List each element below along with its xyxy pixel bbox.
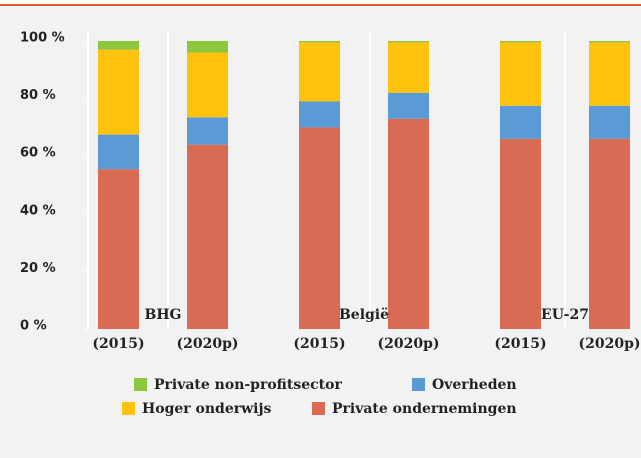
bar-segment <box>388 92 429 119</box>
bar-segment <box>500 42 541 106</box>
bar-segment <box>187 41 228 53</box>
y-tick-label: 80 % <box>20 88 56 103</box>
x-tick-label: (2020p) <box>377 336 439 352</box>
bar-segment <box>500 105 541 139</box>
legend-label: Private ondernemingen <box>332 401 517 417</box>
legend-label: Hoger onderwijs <box>142 401 272 417</box>
y-tick-label: 40 % <box>20 203 56 218</box>
x-tick-label: (2015) <box>92 336 144 352</box>
bar-segment <box>388 42 429 93</box>
bar-segment <box>299 41 340 43</box>
group-label: EU-27 <box>541 307 589 323</box>
bar-segment <box>98 41 139 50</box>
bar-segment <box>187 144 228 329</box>
group-label: België <box>339 307 389 323</box>
bar-segment <box>187 117 228 145</box>
legend-swatch <box>122 402 135 415</box>
bar-segment <box>299 42 340 102</box>
bar-segment <box>589 138 630 329</box>
bar-segment <box>98 134 139 170</box>
y-tick-label: 100 % <box>20 31 65 46</box>
x-tick-label: (2020p) <box>578 336 640 352</box>
bar-segment <box>500 138 541 329</box>
bar-segment <box>589 42 630 106</box>
y-tick-label: 20 % <box>20 261 56 276</box>
bar-segment <box>98 49 139 135</box>
legend-swatch <box>312 402 325 415</box>
y-tick-label: 60 % <box>20 146 56 161</box>
x-tick-label: (2015) <box>293 336 345 352</box>
legend-label: Private non-profitsector <box>154 377 342 393</box>
top-strip <box>0 0 641 5</box>
y-tick-label: 0 % <box>20 319 47 334</box>
group-label: BHG <box>144 307 181 323</box>
bar-segment <box>388 118 429 329</box>
bar-segment <box>589 105 630 139</box>
legend-swatch <box>134 378 147 391</box>
bar-segment <box>98 169 139 329</box>
bar-segment <box>388 41 429 43</box>
x-tick-label: (2015) <box>494 336 546 352</box>
legend-label: Overheden <box>432 377 517 393</box>
bar-segment <box>187 52 228 118</box>
x-tick-label: (2020p) <box>176 336 238 352</box>
bar-segment <box>500 41 541 43</box>
bar-segment <box>299 127 340 330</box>
legend-swatch <box>412 378 425 391</box>
bar-segment <box>589 41 630 43</box>
bar-segment <box>299 101 340 128</box>
